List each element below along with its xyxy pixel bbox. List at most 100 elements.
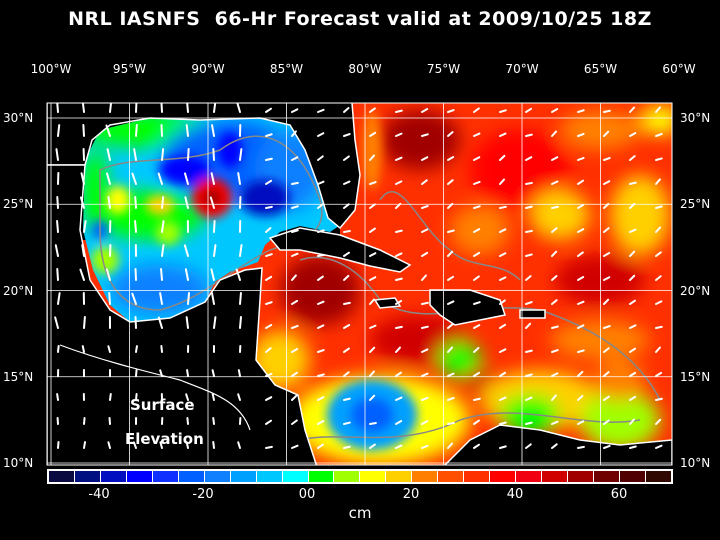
wind-arrow	[265, 347, 272, 353]
wind-arrow	[265, 275, 273, 281]
wind-arrow	[551, 180, 559, 185]
wind-arrow	[395, 229, 403, 233]
wind-arrow	[369, 370, 375, 377]
wind-arrow	[447, 179, 454, 185]
wind-arrow	[447, 396, 455, 401]
wind-arrow	[211, 124, 215, 137]
wind-arrow	[343, 133, 351, 137]
wind-arrow	[291, 229, 299, 233]
wind-arrow	[473, 301, 481, 305]
wind-arrow	[317, 373, 325, 377]
wind-arrow	[499, 154, 506, 161]
wind-arrow	[655, 397, 663, 401]
wind-arrow	[186, 103, 189, 113]
wind-arrow	[447, 346, 454, 353]
wind-arrow	[56, 268, 59, 281]
wind-arrow	[160, 103, 163, 113]
wind-arrow	[629, 228, 637, 233]
wind-arrow	[499, 371, 507, 377]
wind-arrow	[55, 148, 59, 161]
wind-arrow	[209, 196, 215, 209]
wind-arrow	[83, 220, 87, 233]
wind-arrow	[79, 196, 85, 209]
wind-arrow	[655, 178, 661, 185]
wind-arrow	[265, 227, 272, 233]
wind-arrow	[265, 324, 273, 329]
wind-arrow	[186, 369, 189, 377]
wind-arrow	[135, 369, 138, 377]
wind-arrow	[212, 441, 215, 449]
land-jamaica	[373, 297, 402, 309]
wind-arrow	[317, 324, 325, 329]
wind-arrow	[395, 420, 403, 425]
wind-arrow	[421, 156, 429, 161]
wind-arrow	[343, 203, 350, 209]
lat-label: 25°N	[3, 197, 34, 212]
land-cuba	[268, 227, 412, 273]
wind-arrow	[369, 346, 376, 353]
wind-arrow	[343, 229, 351, 233]
wind-arrow	[603, 109, 611, 113]
wind-arrow	[109, 103, 113, 113]
wind-arrow	[577, 203, 585, 209]
wind-arrow	[603, 276, 611, 281]
wind-arrow	[447, 131, 454, 137]
wind-arrow	[447, 250, 454, 257]
land-puerto-rico	[519, 309, 546, 319]
wind-arrow	[525, 421, 533, 425]
wind-arrow	[395, 396, 403, 401]
wind-arrow	[317, 132, 325, 137]
colorbar-tick-label: 40	[506, 487, 524, 502]
colorbar-swatch	[100, 471, 126, 482]
wind-arrow	[343, 180, 351, 185]
wind-arrow	[525, 322, 532, 329]
wind-arrow	[237, 441, 241, 449]
wind-arrow	[159, 369, 163, 377]
wind-arrow	[107, 196, 111, 209]
wind-arrow	[108, 292, 111, 305]
wind-arrow	[551, 394, 557, 401]
wind-arrow	[161, 148, 165, 161]
lat-label: 20°N	[680, 283, 711, 298]
colorbar-tick-label: 20	[402, 487, 420, 502]
wind-arrow	[56, 393, 59, 401]
colorbar-swatch	[645, 471, 671, 482]
wind-arrow	[499, 421, 507, 425]
wind-arrow	[655, 226, 662, 233]
wind-arrow	[629, 347, 637, 353]
wind-arrow	[447, 442, 454, 449]
wind-arrow	[395, 132, 403, 137]
wind-arrow	[603, 395, 610, 401]
wind-arrow	[525, 253, 533, 257]
wind-arrow	[421, 301, 429, 305]
sea-surface-field	[47, 103, 672, 465]
wind-arrow	[317, 229, 325, 233]
wind-arrow	[551, 325, 559, 329]
wind-arrow	[81, 244, 85, 257]
wind-arrow	[395, 299, 403, 305]
wind-arrow	[499, 205, 507, 209]
wind-arrow	[317, 203, 324, 209]
wind-arrow	[603, 227, 610, 233]
wind-arrow	[80, 172, 85, 185]
colorbar-unit: cm	[348, 504, 372, 522]
wind-arrow	[265, 419, 273, 425]
wind-arrow	[395, 180, 403, 185]
colorbar-swatch	[619, 471, 645, 482]
colorbar-tick-label: 00	[298, 487, 316, 502]
wind-arrow	[343, 421, 351, 425]
lon-label: 60°W	[662, 62, 696, 76]
wind-arrow	[317, 275, 324, 281]
wind-arrow	[421, 420, 429, 425]
wind-arrow	[317, 108, 325, 113]
wind-arrow	[291, 348, 299, 353]
wind-arrow	[131, 172, 137, 185]
wind-arrow	[369, 324, 377, 329]
lat-label: 10°N	[3, 456, 34, 470]
colorbar-swatch	[49, 471, 74, 482]
wind-arrow	[421, 348, 429, 353]
colorbar-swatch	[490, 471, 516, 482]
wind-arrow	[291, 299, 299, 305]
wind-arrow	[291, 130, 297, 137]
colorbar-tick-label: -20	[192, 487, 214, 502]
